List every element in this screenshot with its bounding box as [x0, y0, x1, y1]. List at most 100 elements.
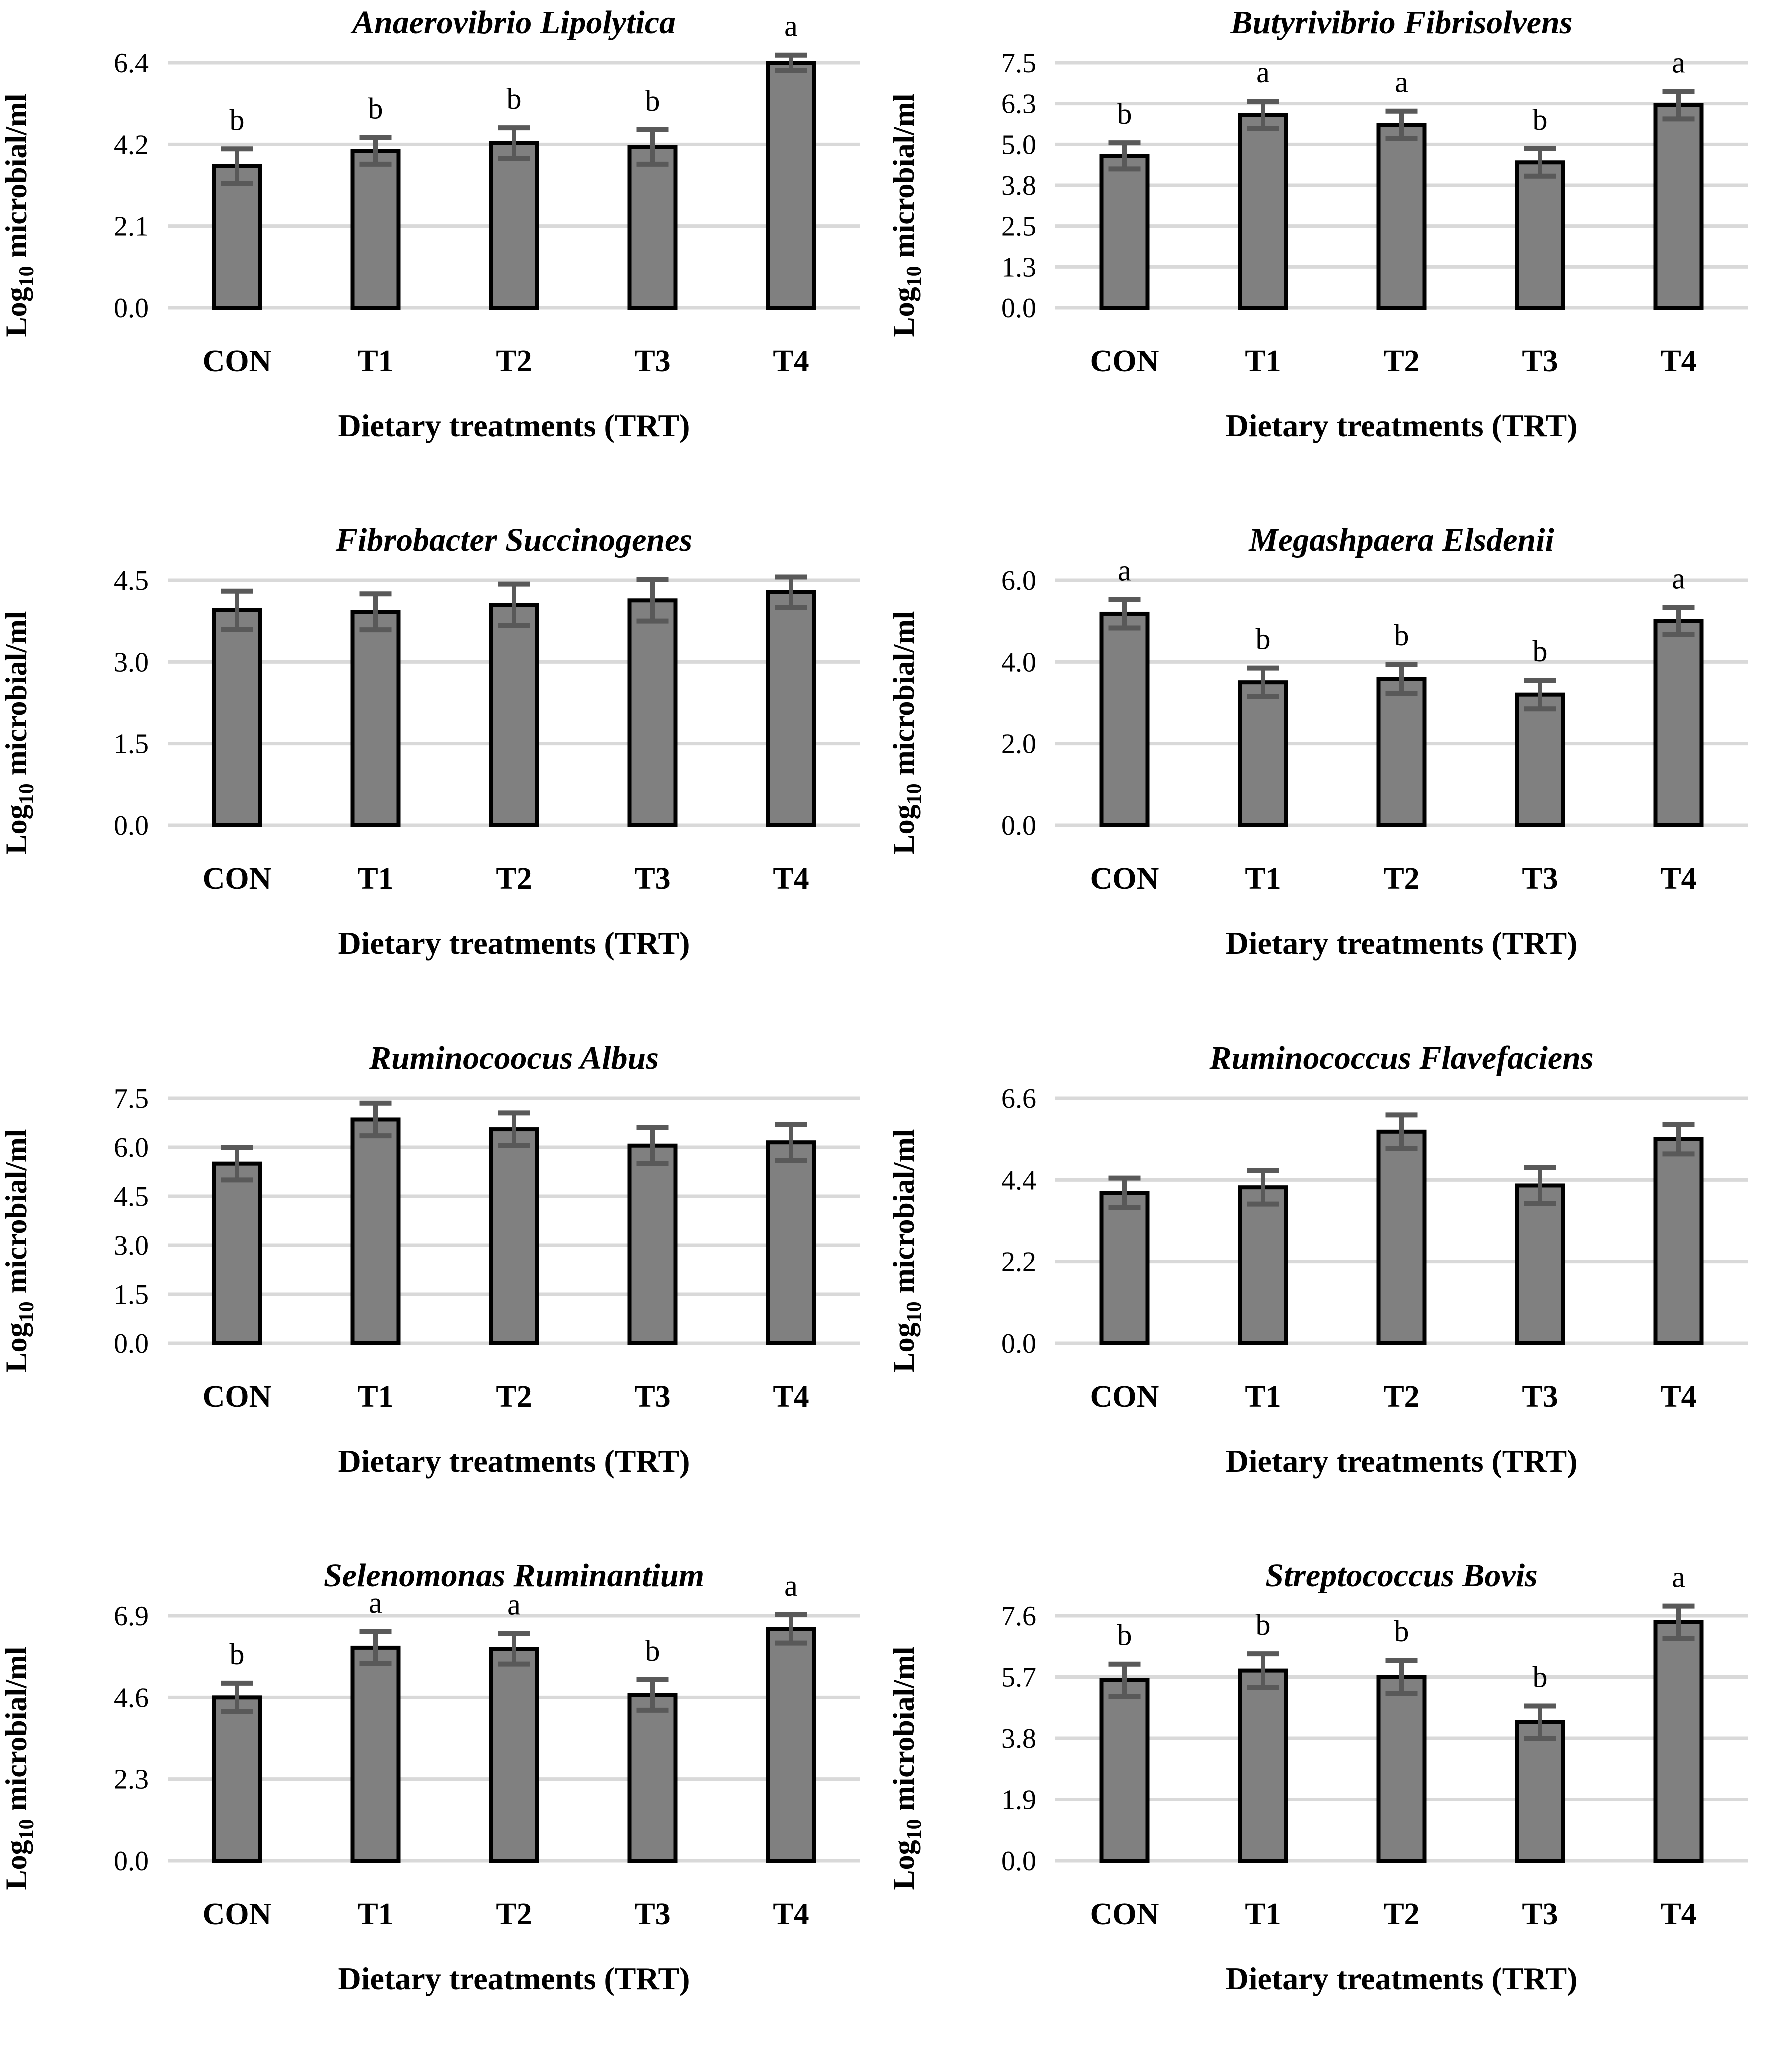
- y-tick-label: 1.9: [1001, 1785, 1036, 1816]
- x-category-label: CON: [203, 1897, 272, 1931]
- x-category-label: T4: [1660, 862, 1696, 896]
- y-axis-label-log: Log: [0, 804, 33, 854]
- y-tick-label: 2.1: [114, 211, 149, 242]
- sig-letter: b: [645, 84, 660, 117]
- bar-CON: [1099, 611, 1150, 827]
- bar-T1: [350, 1117, 401, 1345]
- y-tick-label: 0.0: [114, 1328, 149, 1359]
- x-category-label: T3: [1522, 344, 1558, 378]
- bar-T1: [350, 610, 401, 827]
- x-category-label: T3: [1522, 862, 1558, 896]
- x-category-label: CON: [1090, 862, 1159, 896]
- bar-T2: [1376, 1675, 1427, 1863]
- bar-T3: [627, 1693, 678, 1863]
- y-tick-label: 3.8: [1001, 170, 1036, 201]
- bar-T3: [627, 145, 678, 310]
- x-category-label: T2: [1383, 1380, 1419, 1414]
- bar-T4: [1653, 619, 1704, 828]
- x-axis-title: Dietary treatments (TRT): [338, 925, 690, 961]
- sig-letter: b: [1117, 1619, 1132, 1652]
- y-tick-label: 0.0: [1001, 1328, 1036, 1359]
- sig-letter: a: [784, 10, 798, 43]
- y-tick-label: 0.0: [1001, 810, 1036, 841]
- sig-letter: b: [1117, 97, 1132, 130]
- sig-letter: b: [507, 82, 522, 115]
- y-tick-label: 4.4: [1001, 1165, 1036, 1196]
- y-tick-label: 2.2: [1001, 1247, 1036, 1278]
- x-category-label: T4: [773, 1380, 809, 1414]
- sig-letter: a: [1395, 66, 1408, 99]
- x-category-label: T4: [773, 1897, 809, 1931]
- y-tick-label: 7.5: [1001, 48, 1036, 79]
- bar-T1: [1238, 1668, 1288, 1863]
- y-axis-label-units: microbial/ml: [888, 1129, 920, 1294]
- chart-ruminocoocus-albus: 0.0 1.5 3.0 4.5 6.0 7.5 Ruminocoocus Albus Log1…: [0, 1035, 888, 1553]
- y-axis-label-units: microbial/ml: [888, 1647, 920, 1811]
- y-axis-label-units: microbial/ml: [0, 611, 33, 776]
- sig-letter: a: [1672, 562, 1685, 595]
- sig-letter: a: [1672, 1561, 1685, 1594]
- y-axis-label: Log10 microbial/ml: [0, 94, 38, 337]
- x-axis-title: Dietary treatments (TRT): [338, 1961, 690, 1996]
- y-axis-label-log: Log: [0, 1322, 33, 1372]
- x-category-label: T2: [1383, 1897, 1419, 1931]
- x-category-label: T3: [634, 862, 670, 896]
- bar-T3: [627, 1143, 678, 1345]
- sig-letter: a: [784, 1569, 798, 1602]
- chart-title: Streptococcus Bovis: [1265, 1557, 1537, 1594]
- x-category-label: T2: [1383, 862, 1419, 896]
- bar-T3: [1515, 1720, 1565, 1863]
- sig-letter: b: [230, 103, 245, 136]
- y-tick-label: 4.5: [114, 565, 149, 596]
- y-tick-label: 3.0: [114, 647, 149, 678]
- y-axis-label-log: Log: [888, 1840, 920, 1890]
- sig-letter: b: [368, 92, 383, 125]
- x-axis-title: Dietary treatments (TRT): [1226, 1961, 1578, 1996]
- y-tick-label: 7.6: [1001, 1601, 1036, 1632]
- y-tick-label: 5.7: [1001, 1662, 1036, 1693]
- chart-canvas: 0.0 2.1 4.2 6.4 Anaerovibrio Lipolytica Log10…: [0, 4, 860, 443]
- x-category-label: CON: [203, 1380, 272, 1414]
- y-axis-label: Log10 microbial/ml: [0, 1129, 38, 1373]
- y-axis-label-subscript: 10: [15, 783, 38, 804]
- y-axis-label-subscript: 10: [15, 266, 38, 287]
- x-category-label: T4: [773, 862, 809, 896]
- bar-T2: [1376, 677, 1427, 827]
- bar-T2: [489, 1127, 539, 1345]
- y-axis-label-log: Log: [0, 1840, 33, 1890]
- chart-megashpaera-elsdenii: 0.0 2.0 4.0 6.0 Megashpaera Elsdenii Log10 mic…: [888, 518, 1775, 1035]
- sig-letter: b: [645, 1634, 660, 1667]
- bar-T1: [350, 1645, 401, 1863]
- chart-canvas: 0.0 1.3 2.5 3.8 5.0 6.3 7.5 Butyrivibrio Fibris…: [888, 4, 1748, 443]
- y-axis-label-log: Log: [888, 804, 920, 854]
- y-tick-label: 0.0: [114, 1846, 149, 1877]
- y-axis-label-log: Log: [0, 287, 33, 337]
- y-tick-label: 3.8: [1001, 1723, 1036, 1754]
- bar-T1: [1238, 680, 1288, 827]
- sig-letter: b: [1256, 1608, 1271, 1641]
- y-axis-label: Log10 microbial/ml: [888, 611, 926, 855]
- y-tick-label: 2.5: [1001, 211, 1036, 242]
- y-tick-label: 7.5: [114, 1083, 149, 1114]
- chart-streptococcus-bovis: 0.0 1.9 3.8 5.7 7.6 Streptococcus Bovis Log10 m…: [888, 1553, 1775, 2071]
- x-category-label: T1: [1245, 1380, 1281, 1414]
- x-category-label: T1: [1245, 1897, 1281, 1931]
- x-category-label: T2: [1383, 344, 1419, 378]
- chart-title: Ruminococcus Flavefaciens: [1209, 1040, 1593, 1076]
- y-tick-label: 6.0: [114, 1132, 149, 1163]
- x-axis-title: Dietary treatments (TRT): [1226, 925, 1578, 961]
- x-category-label: CON: [1090, 344, 1159, 378]
- sig-letter: b: [1533, 635, 1548, 668]
- y-tick-label: 5.0: [1001, 129, 1036, 160]
- chart-title: Selenomonas Ruminantium: [324, 1557, 704, 1594]
- bar-CON: [212, 164, 262, 310]
- bar-T4: [766, 1140, 816, 1345]
- y-tick-label: 2.0: [1001, 729, 1036, 760]
- x-category-label: T1: [357, 1380, 393, 1414]
- sig-letter: a: [369, 1586, 382, 1619]
- bar-T3: [1515, 160, 1565, 310]
- chart-anaerovibrio-lipolytica: 0.0 2.1 4.2 6.4 Anaerovibrio Lipolytica Log10…: [0, 0, 888, 518]
- x-category-label: T2: [496, 862, 532, 896]
- x-category-label: T1: [357, 344, 393, 378]
